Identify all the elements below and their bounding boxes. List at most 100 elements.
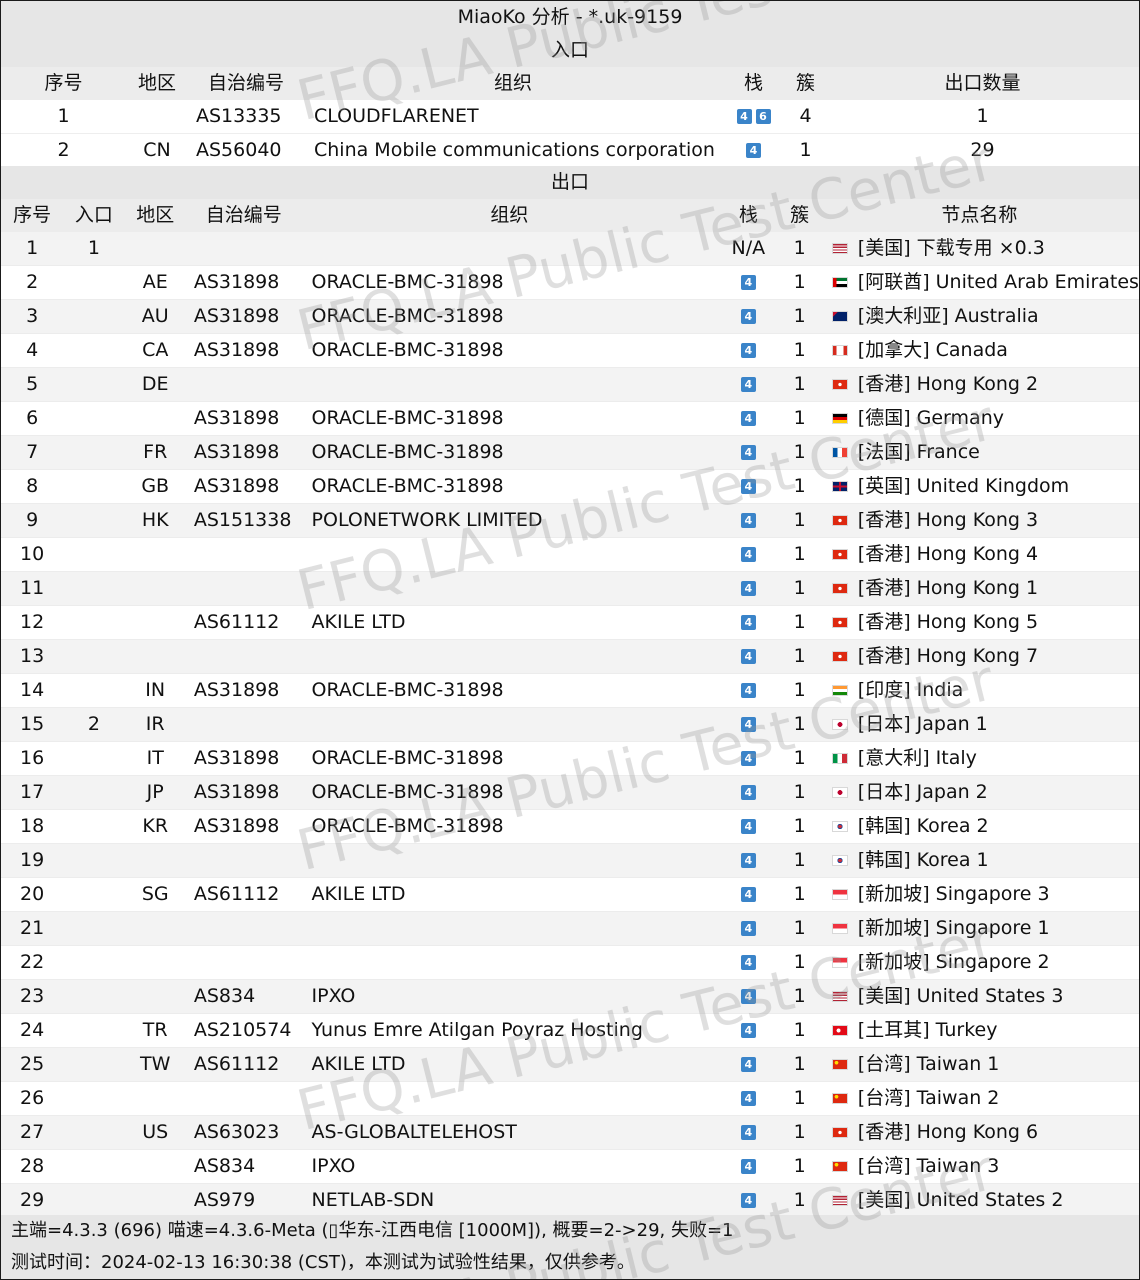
exit-no-cell: 7 [1,435,64,470]
page-title: MiaoKo 分析 - *.uk-9159 [1,1,1139,34]
exit-stack-cell: 4 [717,775,780,810]
flag-hk-icon [831,379,848,390]
exit-asn-cell [185,945,302,980]
exit-entry-cell [63,265,125,300]
exit-no-cell: 19 [1,843,64,878]
exit-region-cell: AE [124,265,186,300]
ip-version-badge: 4 [740,411,756,426]
node-name: [韩国] Korea 1 [857,849,989,871]
flag-it-icon [831,753,848,764]
entry-org-cell: CLOUDFLARENET [304,100,722,134]
exit-cluster-cell: 1 [779,843,820,878]
flag-au-icon [831,311,848,322]
exit-row: 9 HK AS151338 POLONETWORK LIMITED 4 1 [香港] Hon… [1,503,1139,538]
exit-header-cell: 节点名称 [819,199,1139,232]
exit-entry-cell [63,741,125,776]
exit-org-cell: POLONETWORK LIMITED [301,503,718,538]
footer-test-time: 测试时间：2024-02-13 16:30:38 (CST)，本测试为试验性结果… [1,1247,1139,1279]
entry-region-cell [126,100,188,134]
ip-version-badge: 4 [740,751,756,766]
exit-org-cell: ORACLE-BMC-31898 [301,299,718,334]
exit-entry-cell [63,877,125,912]
exit-org-cell [301,232,718,266]
exit-no-cell: 10 [1,537,64,572]
exit-entry-cell [63,673,125,708]
exit-header-cell: 地区 [124,199,186,232]
ip-version-badge: 4 [740,717,756,732]
exit-node-cell: [香港] Hong Kong 6 [819,1115,1139,1150]
flag-us-icon [831,991,848,1002]
exit-header-cell: 入口 [63,199,125,232]
exit-row: 14 IN AS31898 ORACLE-BMC-31898 4 1 [印度] India [1,673,1139,708]
exit-row: 2 AE AS31898 ORACLE-BMC-31898 4 1 [阿联酋] United… [1,265,1139,300]
exit-cluster-cell: 1 [779,1183,820,1218]
exit-asn-cell [185,232,302,266]
exit-entry-cell [63,1149,125,1184]
exit-org-cell [301,911,718,946]
ip-version-badge: 4 [740,921,756,936]
exit-cluster-cell: 1 [779,945,820,980]
ip-version-badge: 4 [740,343,756,358]
exit-asn-cell: AS61112 [185,605,302,640]
exit-node-cell: [台湾] Taiwan 3 [819,1149,1139,1184]
exit-row: 22 4 1 [新加坡] Singapore 2 [1,945,1139,980]
exit-entry-cell [63,1183,125,1218]
exit-node-cell: [香港] Hong Kong 7 [819,639,1139,674]
exit-asn-cell: AS31898 [185,673,302,708]
flag-hk-icon [831,651,848,662]
exit-asn-cell: AS834 [185,979,302,1014]
exit-header-row: 序号 入口 地区 自治编号 组织栈簇节点名称 [1,199,1139,232]
flag-kr-icon [831,855,848,866]
entry-exit-count-cell: 1 [826,100,1139,134]
exit-cluster-cell: 1 [779,503,820,538]
node-name: [新加坡] Singapore 2 [857,951,1050,973]
exit-row: 8 GB AS31898 ORACLE-BMC-31898 4 1 [英国] United … [1,469,1139,504]
exit-stack-cell: 4 [717,537,780,572]
exit-node-cell: [阿联酋] United Arab Emirates [819,265,1139,300]
entry-header-cell: 簇 [785,67,826,100]
ip-version-badge: 4 [740,615,756,630]
exit-org-cell [301,1081,718,1116]
entry-header-cell: 地区 [126,67,188,100]
exit-org-cell: ORACLE-BMC-31898 [301,333,718,368]
exit-no-cell: 29 [1,1183,64,1218]
exit-org-cell: AS-GLOBALTELEHOST [301,1115,718,1150]
node-name: [加拿大] Canada [857,339,1008,361]
entry-header-cell: 自治编号 [188,67,304,100]
exit-no-cell: 24 [1,1013,64,1048]
ip-version-badge: 4 [740,649,756,664]
exit-row: 25 TW AS61112 AKILE LTD 4 1 [台湾] Taiwan 1 [1,1047,1139,1082]
exit-asn-cell: AS31898 [185,809,302,844]
exit-org-cell [301,707,718,742]
exit-org-cell: IPXO [301,979,718,1014]
exit-region-cell [124,1149,186,1184]
exit-entry-cell [63,299,125,334]
exit-asn-cell: AS61112 [185,1047,302,1082]
ip-version-badge: 4 [740,1193,756,1208]
flag-jp-icon [831,719,848,730]
exit-node-cell: [日本] Japan 2 [819,775,1139,810]
exit-region-cell: IT [124,741,186,776]
exit-no-cell: 4 [1,333,64,368]
exit-asn-cell: AS210574 [185,1013,302,1048]
exit-asn-cell [185,537,302,572]
exit-row: 11 4 1 [香港] Hong Kong 1 [1,571,1139,606]
exit-header-cell: 簇 [779,199,820,232]
exit-cluster-cell: 1 [779,367,820,402]
exit-node-cell: [土耳其] Turkey [819,1013,1139,1048]
exit-org-cell: NETLAB-SDN [301,1183,718,1218]
flag-sg-icon [831,889,848,900]
exit-entry-cell [63,843,125,878]
exit-stack-cell: 4 [717,1149,780,1184]
exit-region-cell [124,979,186,1014]
flag-tr-icon [831,1025,848,1036]
flag-us-icon [831,1195,848,1206]
flag-sg-icon [831,957,848,968]
exit-stack-cell: 4 [717,639,780,674]
exit-entry-cell [63,945,125,980]
exit-cluster-cell: 1 [779,707,820,742]
exit-row: 16 IT AS31898 ORACLE-BMC-31898 4 1 [意大利] Italy [1,741,1139,776]
node-name: [阿联酋] United Arab Emirates [857,271,1139,293]
exit-node-cell: [英国] United Kingdom [819,469,1139,504]
exit-header-cell: 自治编号 [185,199,302,232]
